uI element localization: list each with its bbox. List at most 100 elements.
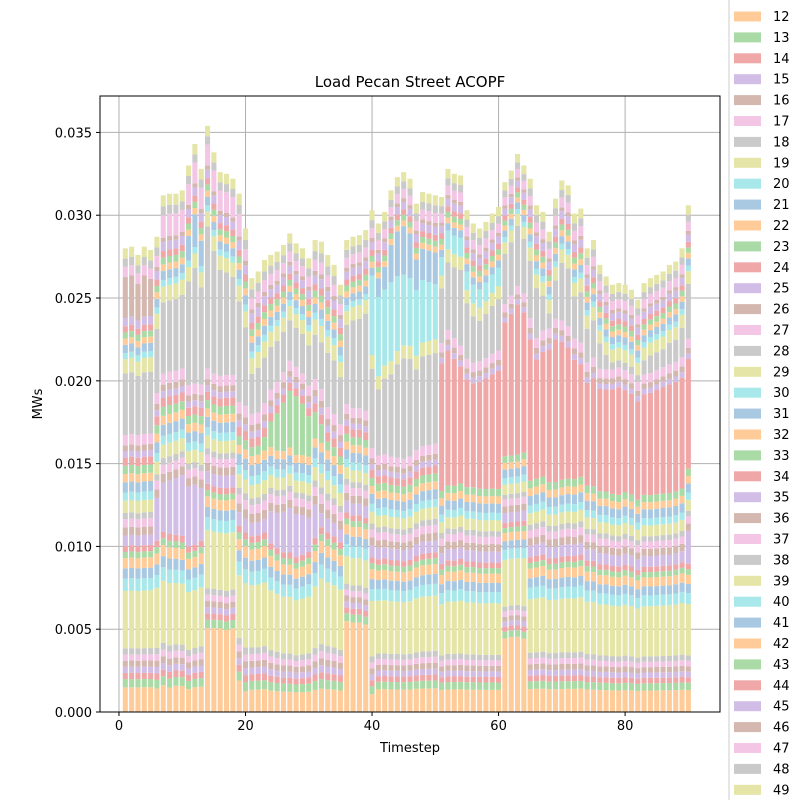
bar-segment <box>255 316 261 323</box>
bar-segment <box>628 305 634 315</box>
bar-segment <box>546 275 552 282</box>
bar-segment <box>628 298 634 306</box>
bar-segment <box>477 573 483 583</box>
bar-segment <box>382 469 388 476</box>
bar-segment <box>122 590 128 649</box>
bar-segment <box>186 424 192 433</box>
bar-segment <box>306 298 312 305</box>
bar-segment <box>122 344 128 353</box>
bar-segment <box>489 503 495 513</box>
bar-segment <box>280 665 286 672</box>
bar-segment <box>211 404 217 413</box>
bar-segment <box>122 332 128 339</box>
bar-segment <box>141 526 147 535</box>
bar-segment <box>420 680 426 689</box>
bar-segment <box>660 661 666 667</box>
bar-segment <box>483 551 489 563</box>
bar-segment <box>641 577 647 587</box>
bar-segment <box>186 217 192 224</box>
bar-segment <box>205 588 211 595</box>
bar-segment <box>394 670 400 677</box>
bar-segment <box>508 462 514 469</box>
bar-segment <box>242 265 249 275</box>
bar-segment <box>502 237 508 243</box>
bar-segment <box>559 587 565 599</box>
bar-segment <box>628 374 634 384</box>
bar-segment <box>628 577 634 587</box>
bar-segment <box>135 673 141 680</box>
legend-label: 46 <box>773 721 790 736</box>
bar-segment <box>236 213 242 237</box>
bar-segment <box>242 228 249 240</box>
bar-segment <box>331 456 337 466</box>
bar-segment <box>413 234 419 243</box>
bar-segment <box>426 662 432 669</box>
bar-segment <box>318 342 324 390</box>
bar-segment <box>515 168 521 178</box>
bar-segment <box>211 439 217 452</box>
bar-segment <box>356 521 362 528</box>
bar-segment <box>477 671 483 677</box>
bar-segment <box>521 199 527 205</box>
bar-segment <box>666 306 672 312</box>
bar-segment <box>628 571 634 578</box>
bar-segment <box>299 666 305 673</box>
bar-segment <box>508 308 514 314</box>
bar-segment <box>647 536 653 542</box>
bar-segment <box>198 479 204 488</box>
bar-segment <box>394 560 400 567</box>
bar-segment <box>489 267 495 275</box>
bar-segment <box>369 464 375 471</box>
bar-segment <box>616 566 622 573</box>
bar-segment <box>477 289 483 308</box>
bar-segment <box>198 540 204 548</box>
bar-segment <box>369 563 375 570</box>
bar-segment <box>559 243 565 250</box>
bar-segment <box>160 415 166 425</box>
bar-segment <box>186 591 192 650</box>
bar-segment <box>135 591 141 649</box>
bar-segment <box>369 470 375 478</box>
bar-segment <box>287 574 293 585</box>
bar-segment <box>141 316 147 325</box>
bar-segment <box>546 658 552 665</box>
bar-segment <box>224 216 230 226</box>
legend-label: 33 <box>773 449 790 464</box>
bar-segment <box>483 512 489 521</box>
bar-segment <box>369 261 375 268</box>
bar-segment <box>331 322 337 330</box>
bar-segment <box>609 362 615 370</box>
bar-segment <box>198 471 204 480</box>
bar-segment <box>565 202 571 213</box>
bar-segment <box>451 549 457 561</box>
bar-segment <box>394 207 400 215</box>
bar-segment <box>590 288 596 295</box>
bar-segment <box>458 490 464 499</box>
bar-segment <box>192 431 198 442</box>
bar-segment <box>154 647 160 655</box>
bar-segment <box>508 178 514 186</box>
bar-segment <box>426 221 432 226</box>
bar-segment <box>502 494 508 500</box>
bar-segment <box>609 535 615 541</box>
bar-segment <box>546 258 552 263</box>
bar-segment <box>483 275 489 283</box>
bar-segment <box>337 566 343 577</box>
bar-segment <box>230 452 236 459</box>
bar-segment <box>654 571 660 578</box>
bar-segment <box>280 477 286 490</box>
bar-segment <box>312 447 318 459</box>
bar-segment <box>413 536 419 545</box>
bar-segment <box>401 486 407 495</box>
bar-segment <box>534 658 540 664</box>
bar-segment <box>261 296 268 306</box>
bar-segment <box>660 387 666 494</box>
bar-segment <box>552 558 559 564</box>
bar-segment <box>141 578 147 591</box>
bar-segment <box>242 583 249 648</box>
bar-segment <box>622 672 628 678</box>
bar-segment <box>293 382 299 389</box>
bar-segment <box>186 478 192 487</box>
bar-segment <box>344 285 350 292</box>
bar-segment <box>641 319 647 325</box>
